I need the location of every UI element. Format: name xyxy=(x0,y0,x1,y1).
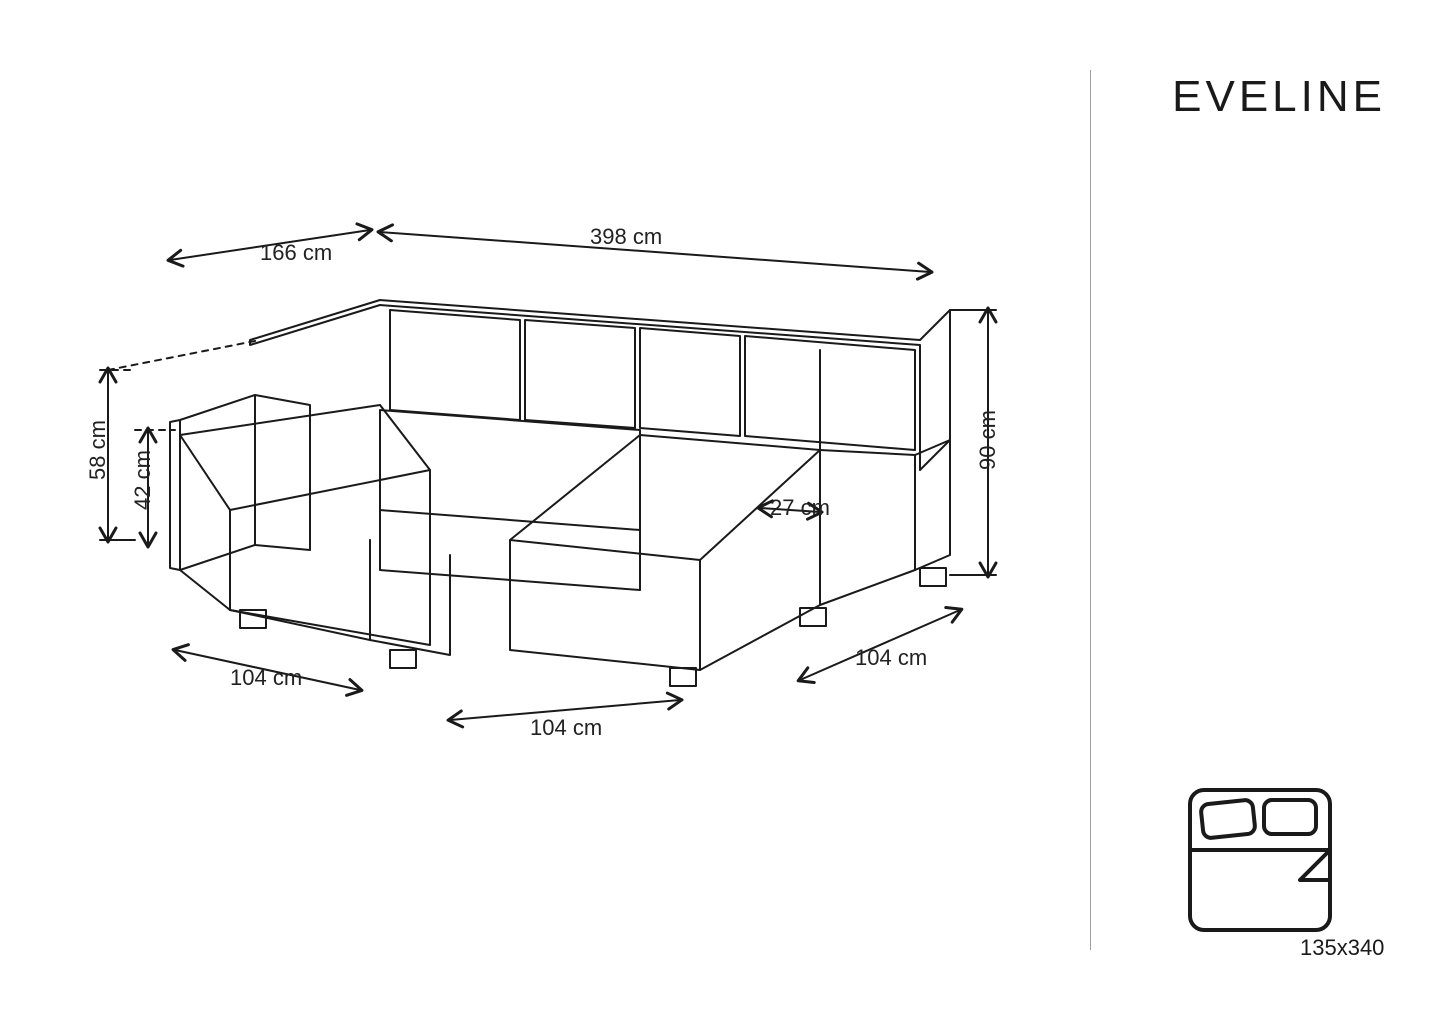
vertical-divider xyxy=(1090,70,1091,950)
sofa-diagram xyxy=(80,210,1040,770)
product-title: EVELINE xyxy=(1172,72,1386,122)
dim-chaise-depth: 166 cm xyxy=(260,240,332,266)
dim-armrest: 27 cm xyxy=(770,495,830,521)
bed-dimensions: 135x340 xyxy=(1300,935,1384,961)
dim-total-width: 398 cm xyxy=(590,224,662,250)
dim-right-104: 104 cm xyxy=(855,645,927,671)
bed-icon xyxy=(1170,780,1370,950)
dim-back-height: 58 cm xyxy=(85,420,111,480)
diagram-canvas: EVELINE xyxy=(0,0,1448,1024)
dim-center-104: 104 cm xyxy=(530,715,602,741)
dim-seat-height: 42 cm xyxy=(130,450,156,510)
dim-left-104: 104 cm xyxy=(230,665,302,691)
dim-total-height: 90 cm xyxy=(975,410,1001,470)
